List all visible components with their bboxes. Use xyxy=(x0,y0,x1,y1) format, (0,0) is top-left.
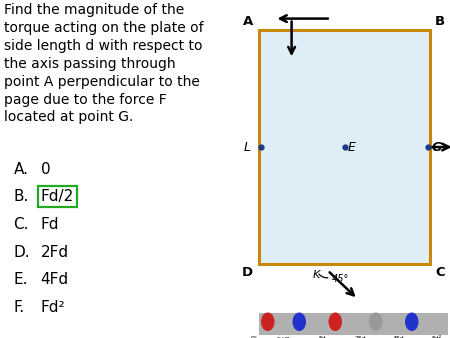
Text: G: G xyxy=(432,141,442,153)
Text: 4Fd: 4Fd xyxy=(392,336,404,338)
Text: 0°: 0° xyxy=(251,336,258,338)
Text: B: B xyxy=(435,16,445,28)
Text: B.: B. xyxy=(14,189,29,204)
Ellipse shape xyxy=(292,312,306,331)
Text: Fd: Fd xyxy=(318,336,325,338)
Text: 2Fd: 2Fd xyxy=(354,336,366,338)
Text: E.: E. xyxy=(14,272,28,287)
Text: D.: D. xyxy=(14,245,30,260)
Ellipse shape xyxy=(405,312,418,331)
Text: L: L xyxy=(243,141,251,153)
Bar xyxy=(259,30,430,264)
Text: F.: F. xyxy=(14,300,25,315)
Text: A.: A. xyxy=(14,162,28,176)
Text: E: E xyxy=(348,141,356,153)
Text: D: D xyxy=(242,266,253,279)
Text: K: K xyxy=(312,270,319,280)
Text: Fd²: Fd² xyxy=(40,300,65,315)
Text: 45°: 45° xyxy=(332,274,350,284)
Text: Fd/2: Fd/2 xyxy=(40,189,74,204)
Text: C.: C. xyxy=(14,217,29,232)
Ellipse shape xyxy=(261,312,274,331)
Text: 4Fd: 4Fd xyxy=(40,272,68,287)
Text: Find the magnitude of the
torque acting on the plate of
side length d with respe: Find the magnitude of the torque acting … xyxy=(4,3,204,124)
Ellipse shape xyxy=(369,312,382,331)
Text: A: A xyxy=(243,16,253,28)
Text: Fd/2: Fd/2 xyxy=(277,336,290,338)
Ellipse shape xyxy=(328,312,342,331)
Text: Fd: Fd xyxy=(40,217,59,232)
Text: 0: 0 xyxy=(40,162,50,176)
Text: 2Fd: 2Fd xyxy=(40,245,68,260)
Text: C: C xyxy=(435,266,445,279)
Bar xyxy=(259,313,448,335)
Text: Fd²: Fd² xyxy=(432,336,441,338)
